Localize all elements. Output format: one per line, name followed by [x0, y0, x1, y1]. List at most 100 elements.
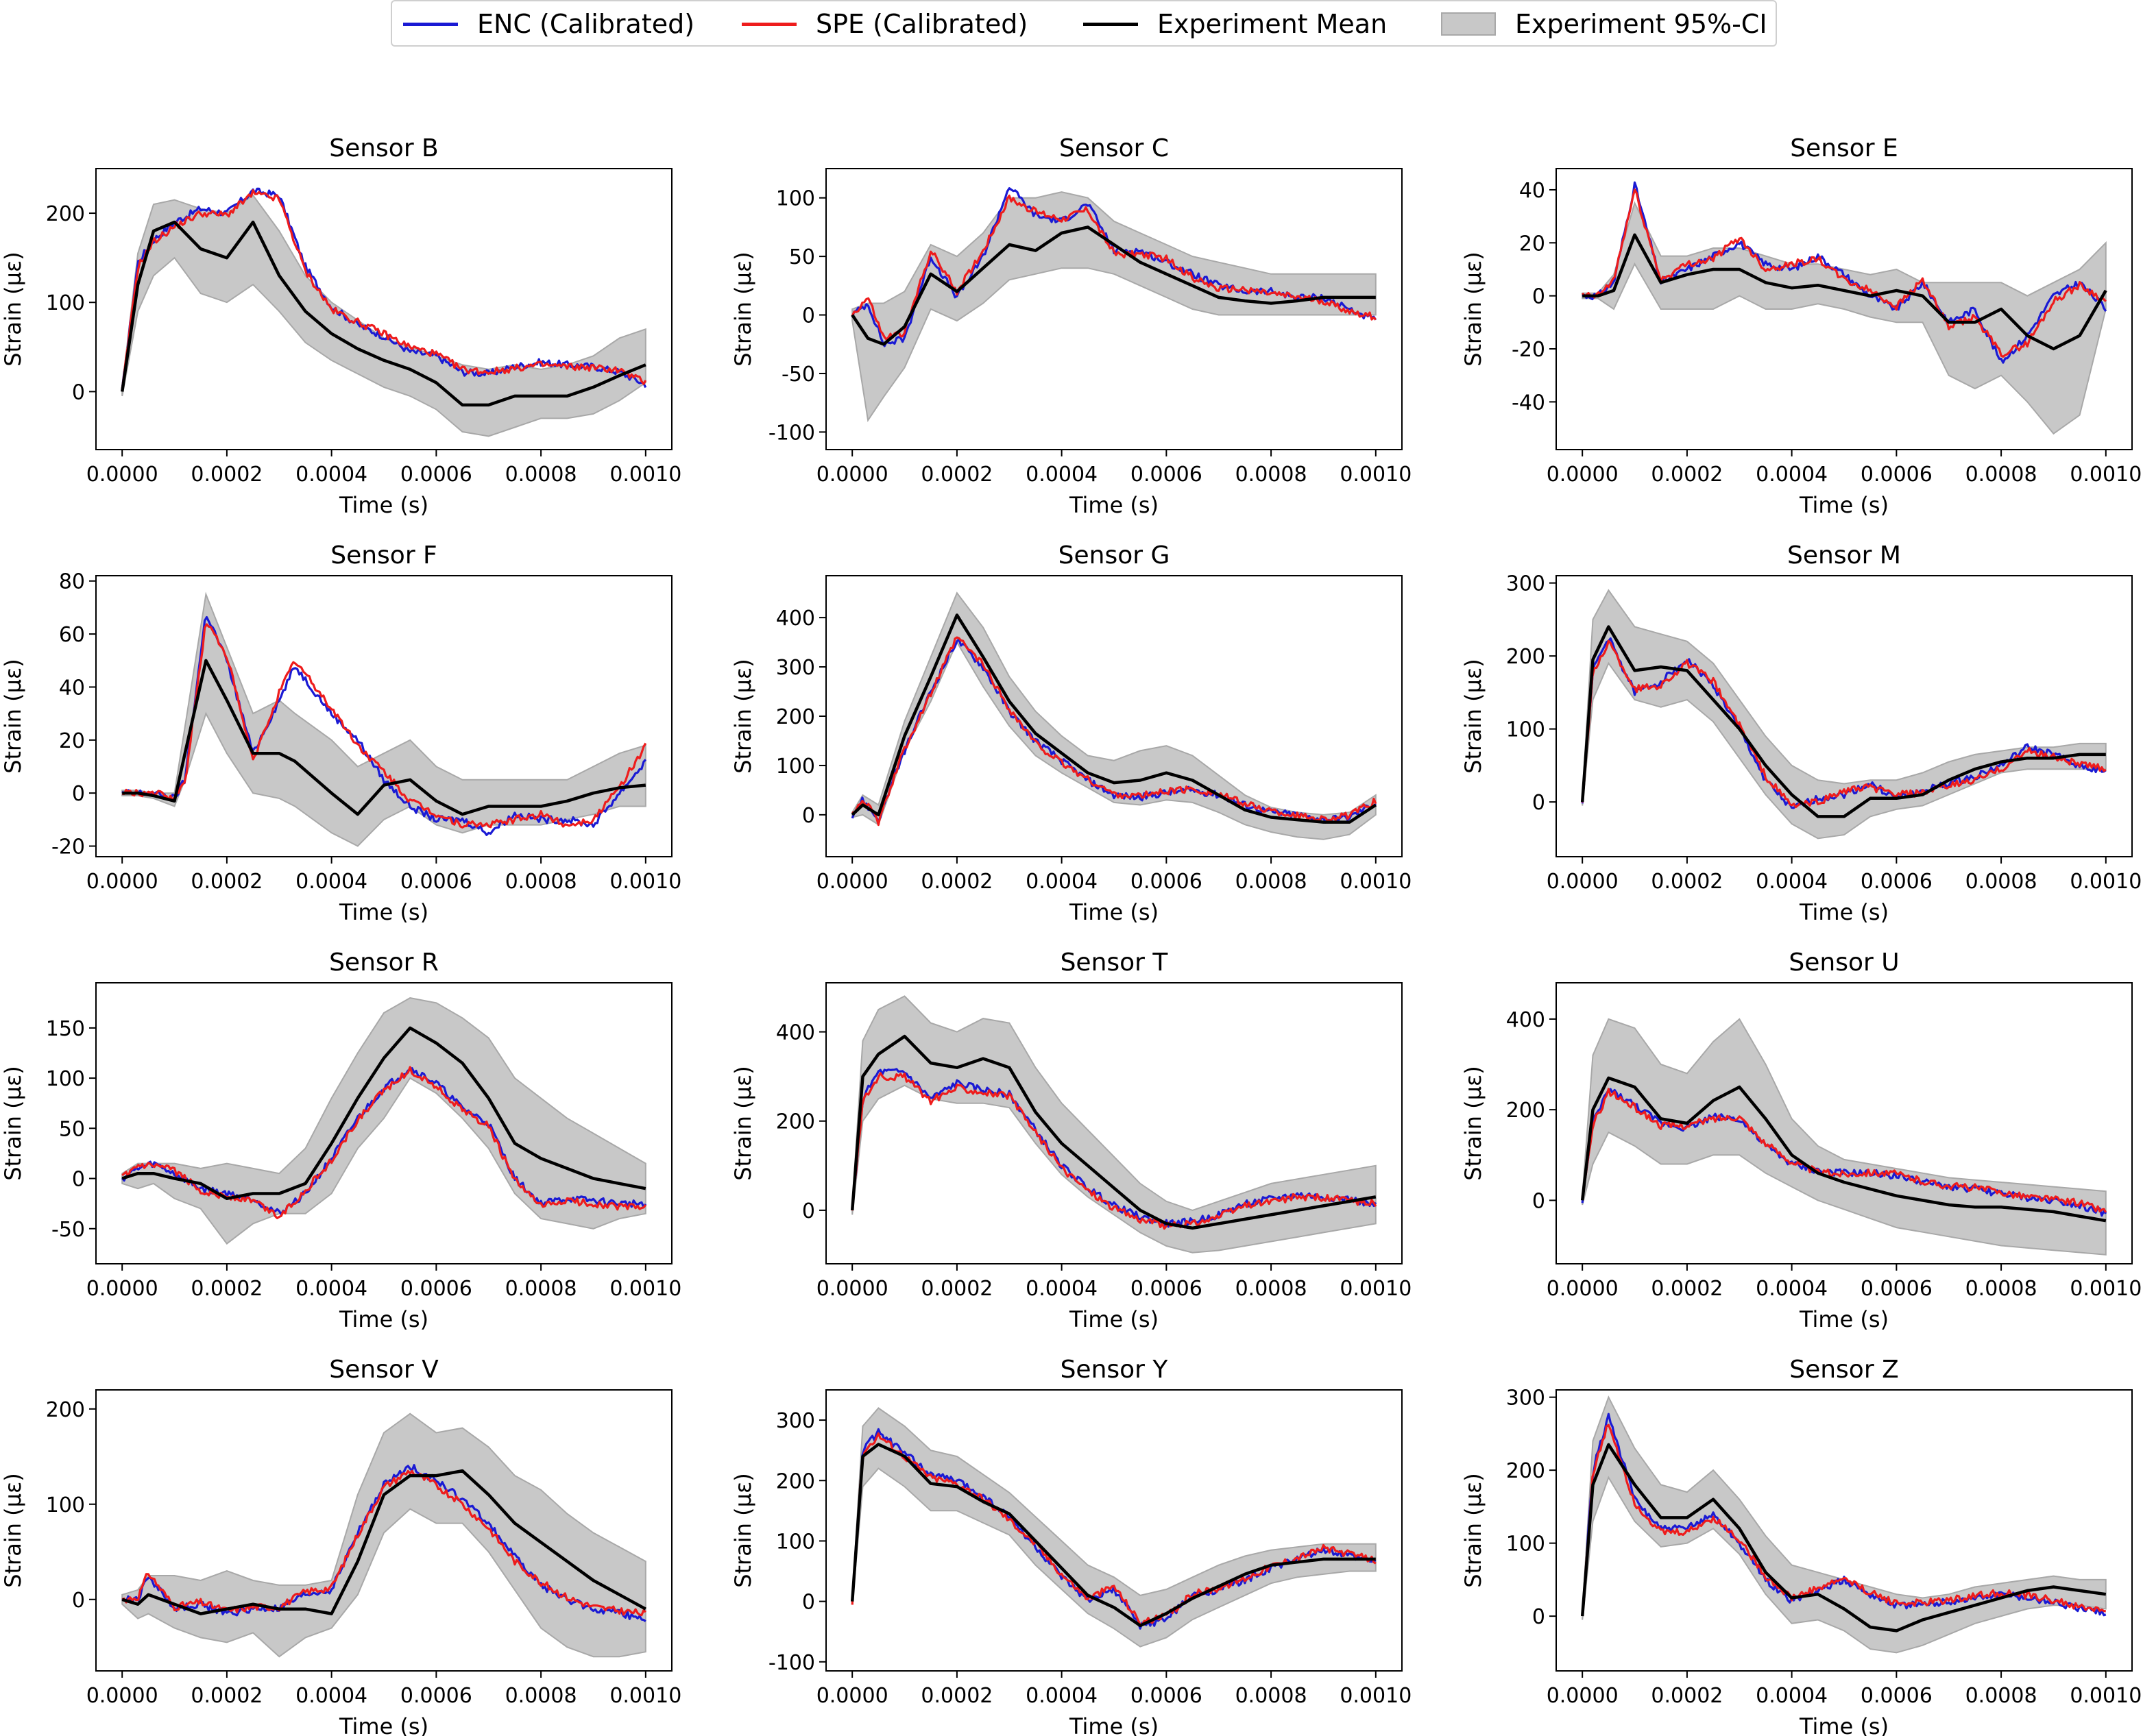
line-spe — [851, 1072, 1377, 1230]
plot-frame — [1555, 575, 2133, 857]
x-tick-label: 0.0000 — [1547, 870, 1619, 894]
line-mean — [851, 613, 1377, 824]
legend-label-spe: SPE (Calibrated) — [816, 9, 1028, 39]
x-tick-label: 0.0004 — [1756, 870, 1828, 894]
legend-swatch-ci — [1441, 12, 1496, 36]
y-tick-label: 0 — [1532, 791, 1545, 815]
x-tick-label: 0.0010 — [609, 1684, 681, 1708]
y-tick-label: 0 — [72, 380, 85, 404]
x-tick-label: 0.0008 — [1965, 463, 2037, 487]
y-tick-label: 100 — [46, 1493, 85, 1517]
y-tick-label: -100 — [768, 1651, 815, 1675]
x-tick-label: 0.0008 — [1965, 1277, 2037, 1301]
legend-label-ci: Experiment 95%-CI — [1515, 9, 1767, 39]
plot-frame — [825, 982, 1403, 1264]
x-tick-label: 0.0000 — [1547, 1277, 1619, 1301]
x-tick-label: 0.0002 — [1651, 870, 1723, 894]
x-tick-label: 0.0000 — [816, 463, 888, 487]
x-tick-label: 0.0006 — [1861, 870, 1933, 894]
line-spe — [121, 1066, 647, 1219]
x-tick-label: 0.0006 — [1861, 1684, 1933, 1708]
line-enc — [1581, 1413, 2107, 1617]
y-tick-label: 300 — [776, 1409, 815, 1433]
legend-label-mean: Experiment Mean — [1157, 9, 1388, 39]
x-tick-label: 0.0004 — [1026, 1684, 1098, 1708]
y-tick-label: 100 — [1506, 718, 1545, 742]
y-tick-label: 400 — [776, 607, 815, 631]
ci-band — [851, 591, 1377, 840]
legend-swatch-mean — [1083, 22, 1138, 26]
line-enc — [851, 1068, 1377, 1228]
y-axis-label: Strain (με) — [730, 252, 756, 367]
chart-title: Sensor C — [1059, 134, 1169, 162]
chart-title: Sensor Z — [1789, 1356, 1899, 1384]
x-tick-label: 0.0008 — [505, 1684, 577, 1708]
x-tick-label: 0.0004 — [295, 870, 367, 894]
x-tick-label: 0.0010 — [2070, 870, 2142, 894]
x-tick-label: 0.0000 — [1547, 463, 1619, 487]
chart-title: Sensor V — [329, 1356, 439, 1384]
chart-sensor-b: Sensor B 0.0000 0.0002 0.0004 0.0006 0.0008 0.… — [0, 134, 681, 518]
plot-frame — [825, 1389, 1403, 1672]
x-tick-label: 0.0000 — [1547, 1684, 1619, 1708]
x-tick-label: 0.0004 — [1026, 1277, 1098, 1301]
x-tick-label: 0.0004 — [295, 1277, 367, 1301]
x-tick-label: 0.0008 — [1965, 870, 2037, 894]
line-spe — [851, 636, 1377, 827]
x-tick-label: 0.0000 — [816, 1684, 888, 1708]
chart-sensor-y: Sensor Y 0.0000 0.0002 0.0004 0.0006 0.0008 0.… — [730, 1356, 1412, 1736]
x-tick-label: 0.0006 — [400, 463, 472, 487]
line-mean — [851, 225, 1376, 346]
chart-sensor-u: Sensor U 0.0000 0.0002 0.0004 0.0006 0.0008 0.… — [1460, 949, 2142, 1332]
y-tick-label: 80 — [59, 570, 85, 594]
x-axis-label: Time (s) — [1069, 492, 1159, 518]
y-tick-label: 200 — [776, 1110, 815, 1134]
ci-band — [1582, 1018, 2107, 1256]
ci-band — [1582, 589, 2107, 840]
y-tick-label: 100 — [46, 1067, 85, 1091]
y-tick-label: 0 — [802, 1199, 815, 1223]
line-mean — [122, 659, 646, 816]
chart-sensor-m: Sensor M 0.0000 0.0002 0.0004 0.0006 0.0008 0.… — [1460, 541, 2142, 925]
chart-sensor-c: Sensor C 0.0000 0.0002 0.0004 0.0006 0.0008 0.… — [730, 134, 1412, 518]
x-tick-label: 0.0010 — [609, 463, 681, 487]
legend: ENC (Calibrated) SPE (Calibrated) Experi… — [391, 0, 1777, 47]
y-tick-label: -20 — [51, 835, 85, 859]
x-axis-label: Time (s) — [339, 492, 428, 518]
x-tick-label: 0.0008 — [505, 463, 577, 487]
x-axis-label: Time (s) — [339, 1306, 428, 1332]
chart-title: Sensor E — [1790, 134, 1898, 162]
y-tick-label: 50 — [789, 245, 815, 269]
x-axis-label: Time (s) — [1799, 899, 1889, 925]
x-tick-label: 0.0006 — [1861, 1277, 1933, 1301]
x-tick-label: 0.0010 — [609, 1277, 681, 1301]
chart-sensor-r: Sensor R 0.0000 0.0002 0.0004 0.0006 0.0008 0.… — [0, 949, 681, 1332]
x-tick-label: 0.0006 — [1130, 1684, 1202, 1708]
line-mean — [1580, 1443, 2107, 1633]
y-tick-label: 100 — [776, 1530, 815, 1554]
x-tick-label: 0.0010 — [1340, 870, 1412, 894]
y-axis-label: Strain (με) — [1460, 252, 1486, 367]
y-axis-label: Strain (με) — [730, 659, 756, 774]
y-tick-label: 200 — [1506, 1459, 1545, 1483]
chart-title: Sensor Y — [1061, 1356, 1169, 1384]
x-tick-label: 0.0002 — [191, 1684, 263, 1708]
x-tick-label: 0.0004 — [1026, 463, 1098, 487]
x-tick-label: 0.0002 — [191, 463, 263, 487]
x-tick-label: 0.0008 — [1235, 1684, 1307, 1708]
chart-title: Sensor G — [1058, 541, 1170, 570]
chart-title: Sensor B — [329, 134, 439, 162]
y-tick-label: -100 — [768, 421, 815, 445]
y-axis-label: Strain (με) — [0, 1473, 26, 1588]
chart-title: Sensor F — [330, 541, 437, 570]
plot-frame — [95, 575, 673, 857]
x-tick-label: 0.0000 — [86, 463, 158, 487]
y-tick-label: 0 — [1532, 1189, 1545, 1213]
chart-sensor-z: Sensor Z 0.0000 0.0002 0.0004 0.0006 0.0008 0.… — [1460, 1356, 2142, 1736]
y-tick-label: -50 — [782, 363, 815, 387]
x-tick-label: 0.0010 — [2070, 1684, 2142, 1708]
x-tick-label: 0.0002 — [191, 870, 263, 894]
x-tick-label: 0.0008 — [1235, 463, 1307, 487]
x-axis-label: Time (s) — [1069, 1713, 1159, 1736]
